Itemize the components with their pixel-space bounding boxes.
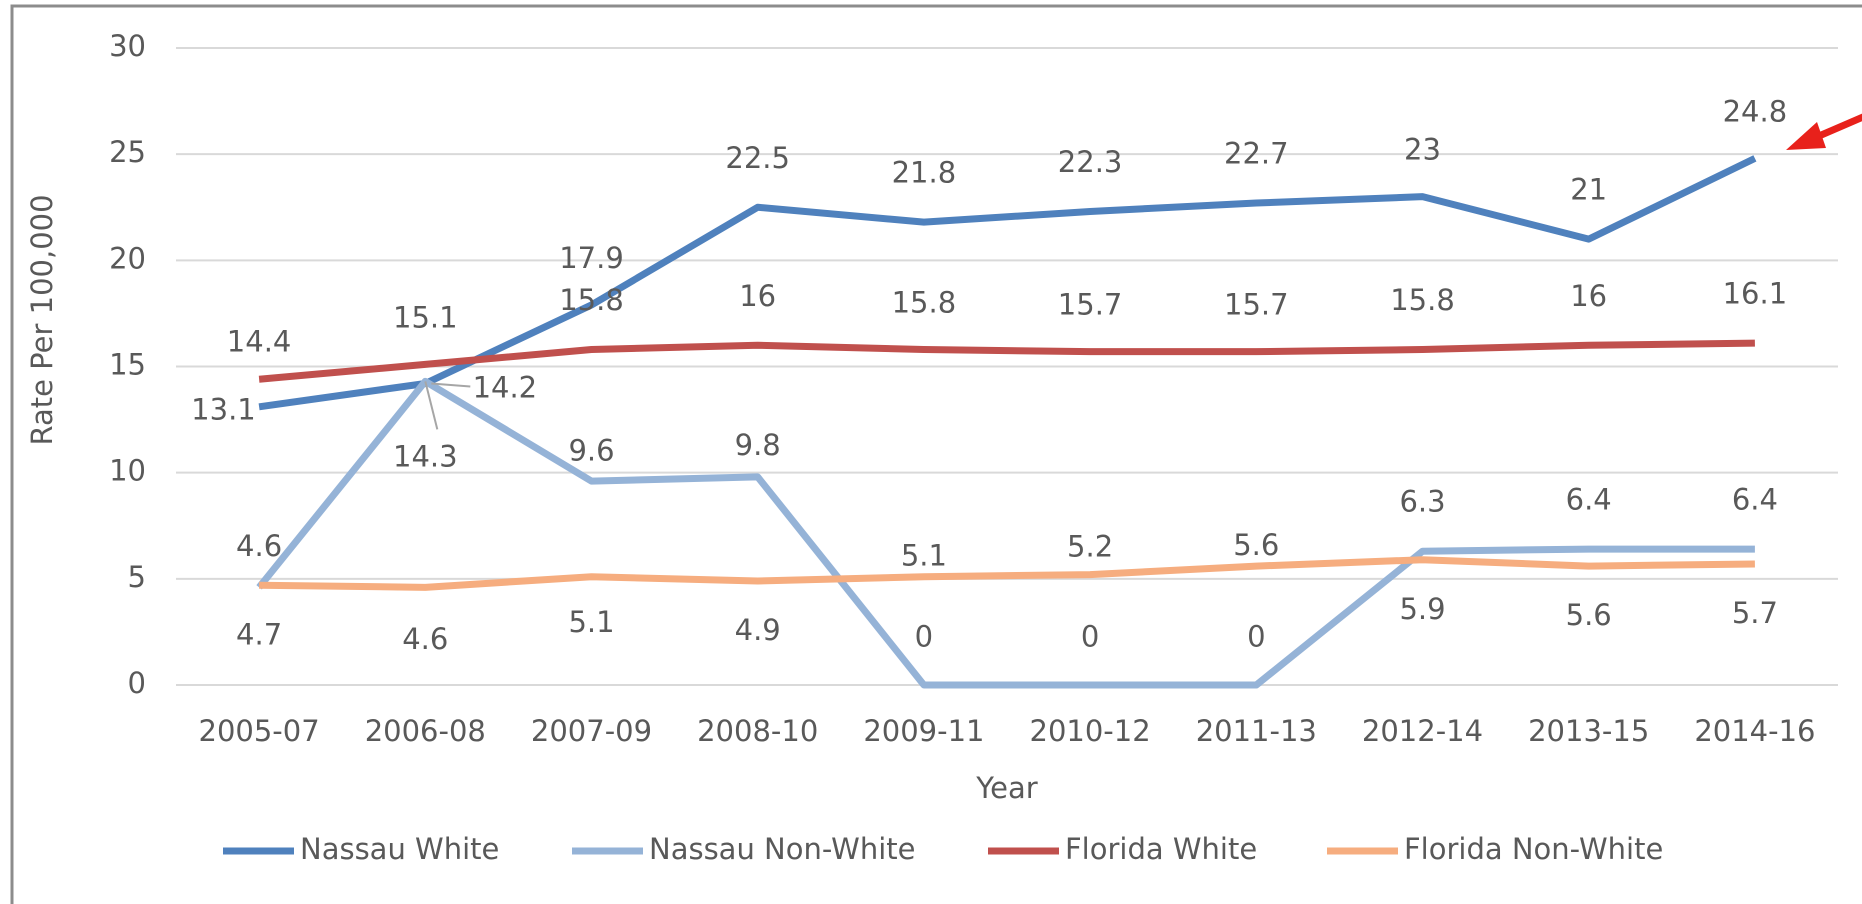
x-axis-label: Year (975, 771, 1037, 805)
data-label: 23 (1404, 133, 1441, 167)
y-tick-label: 5 (128, 560, 146, 594)
data-label: 22.3 (1058, 145, 1123, 179)
y-tick-label: 30 (109, 29, 146, 63)
series-line (258, 339, 1755, 383)
data-label: 0 (1081, 620, 1099, 654)
data-label: 21 (1570, 173, 1607, 207)
data-label: 5.6 (1566, 598, 1612, 632)
series-line (259, 556, 1755, 591)
legend-label: Florida Non-White (1404, 832, 1663, 866)
data-label: 9.8 (735, 428, 781, 462)
data-label: 5.7 (1732, 596, 1778, 630)
data-label: 0 (915, 620, 933, 654)
data-label: 4.9 (735, 613, 781, 647)
data-label: 13.1 (191, 393, 256, 427)
data-label: 5.1 (901, 539, 947, 573)
x-tick-label: 2014-16 (1694, 714, 1815, 748)
x-tick-label: 2007-09 (531, 714, 652, 748)
data-label: 6.4 (1566, 483, 1612, 517)
data-label: 15.1 (393, 300, 458, 334)
data-label: 15.7 (1058, 288, 1123, 322)
data-label: 5.6 (1233, 528, 1279, 562)
plot-area: 0 5 10 15 20 25 30 2005-07 2006-08 2007-09 2008-10… (109, 29, 1838, 748)
leader-line (431, 382, 471, 388)
annotation-arrow (1786, 113, 1862, 150)
x-tick-label: 2005-07 (199, 714, 320, 748)
data-label: 5.9 (1399, 592, 1445, 626)
data-label: 17.9 (559, 241, 624, 275)
legend-label: Nassau White (300, 832, 499, 866)
data-label: 4.6 (402, 622, 448, 656)
data-label: 22.5 (725, 141, 790, 175)
data-label: 14.3 (393, 440, 458, 474)
data-label: 15.7 (1224, 288, 1289, 322)
data-label: 15.8 (892, 285, 957, 319)
data-label: 14.2 (473, 370, 538, 404)
data-label: 4.6 (236, 529, 282, 563)
y-axis-label: Rate Per 100,000 (25, 194, 59, 445)
legend-label: Nassau Non-White (649, 832, 915, 866)
series-line (258, 155, 1757, 411)
y-tick-label: 25 (109, 135, 146, 169)
legend-label: Florida White (1065, 832, 1257, 866)
data-label: 9.6 (568, 434, 614, 468)
data-label: 6.4 (1732, 483, 1778, 517)
data-label: 0 (1247, 620, 1265, 654)
data-label: 15.8 (1390, 283, 1455, 317)
data-label: 5.2 (1067, 529, 1113, 563)
x-tick-label: 2009-11 (863, 714, 984, 748)
leader-line (424, 381, 439, 430)
data-label: 16 (739, 279, 776, 313)
x-tick-label: 2011-13 (1196, 714, 1317, 748)
data-label: 24.8 (1723, 94, 1788, 128)
x-tick-label: 2012-14 (1362, 714, 1483, 748)
chart-frame (10, 4, 1862, 904)
y-tick-label: 0 (128, 666, 146, 700)
x-tick-label: 2013-15 (1528, 714, 1649, 748)
data-label: 5.1 (568, 605, 614, 639)
data-label: 6.3 (1399, 485, 1445, 519)
arrow-head (1786, 122, 1826, 150)
data-label: 22.7 (1224, 137, 1289, 171)
data-label: 16 (1570, 279, 1607, 313)
data-label: 16.1 (1723, 277, 1788, 311)
arrow-shaft (1810, 113, 1862, 143)
data-label: 14.4 (227, 325, 292, 359)
x-tick-label: 2010-12 (1030, 714, 1151, 748)
x-tick-label: 2008-10 (697, 714, 818, 748)
y-tick-label: 15 (109, 348, 146, 382)
y-tick-label: 20 (109, 241, 146, 275)
data-label: 4.7 (236, 617, 282, 651)
x-tick-label: 2006-08 (365, 714, 486, 748)
data-label: 21.8 (892, 156, 957, 190)
y-tick-label: 10 (109, 454, 146, 488)
series-line (256, 377, 1755, 689)
data-label: 15.8 (559, 283, 624, 317)
